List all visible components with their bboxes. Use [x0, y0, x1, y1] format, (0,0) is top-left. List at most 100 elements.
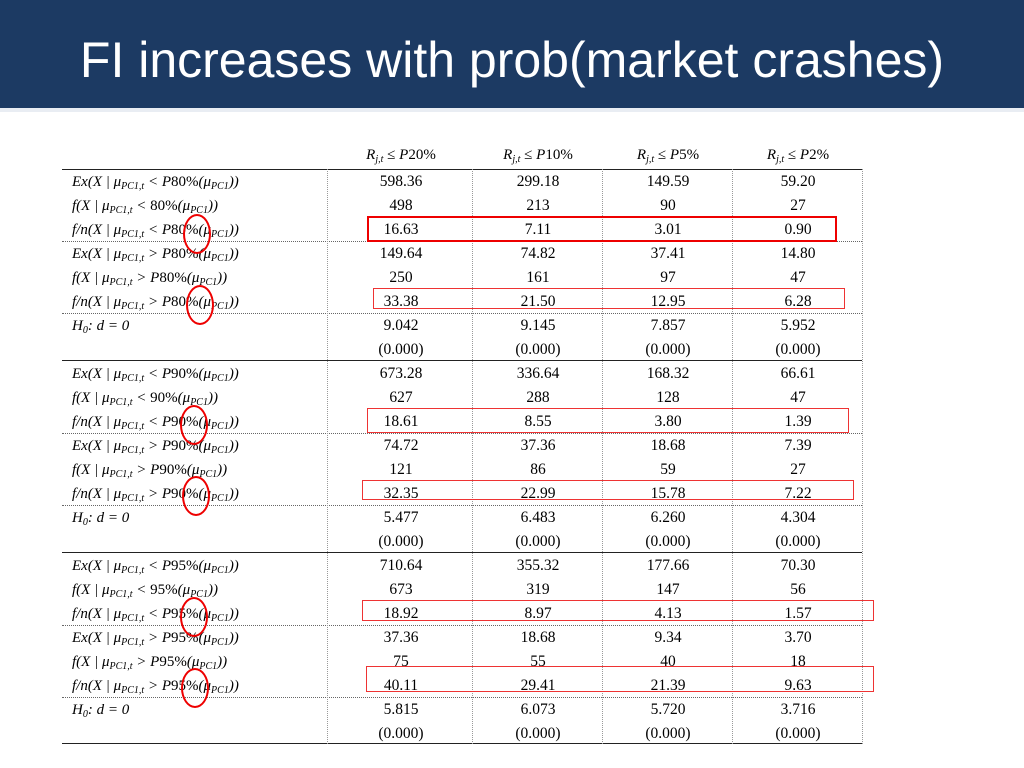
table-cell: 59: [660, 461, 676, 478]
table-rule-dotted: [62, 625, 862, 626]
table-cell: 1.57: [784, 605, 812, 622]
table-cell: (0.000): [645, 533, 691, 550]
column-header-1: Rj,t ≤ P20%: [366, 147, 436, 165]
table-cell: (0.000): [515, 533, 561, 550]
table-cell: 7.857: [650, 317, 686, 334]
highlight-circle: [181, 668, 209, 708]
row-label: Ex(X | μPC1,t < P90%(μPC1)): [72, 366, 239, 384]
slide-title: FI increases with prob(market crashes): [79, 32, 945, 88]
table-cell: 149.64: [379, 245, 423, 262]
table-cell: 4.13: [654, 605, 682, 622]
table-cell: 336.64: [516, 365, 560, 382]
table-cell: 673: [389, 581, 413, 598]
highlight-circle: [183, 214, 211, 254]
table-cell: 673.28: [379, 365, 423, 382]
column-header-3: Rj,t ≤ P5%: [636, 147, 700, 165]
table-cell: (0.000): [775, 725, 821, 742]
highlight-circle: [186, 285, 214, 325]
table-cell: (0.000): [378, 725, 424, 742]
highlight-box: [362, 600, 874, 621]
table-cell: 213: [526, 197, 550, 214]
table-cell: 3.716: [780, 701, 816, 718]
highlight-box: [366, 666, 874, 692]
column-separator: [602, 169, 603, 744]
table-row: Ex(X | μPC1,t < P80%(μPC1)) 598.36 299.18 1…: [0, 170, 1024, 194]
table-cell: (0.000): [645, 725, 691, 742]
table-rule-dotted: [62, 505, 862, 506]
table-cell: 128: [656, 389, 680, 406]
table-cell: 29.41: [520, 677, 556, 694]
table-row: f(X | μPC1,t > P90%(μPC1)) 121 86 59 27: [0, 458, 1024, 482]
table-cell: 598.36: [379, 173, 423, 190]
table-cell: 8.97: [524, 605, 552, 622]
table-row: Ex(X | μPC1,t > P95%(μPC1)) 37.36 18.68 9.3…: [0, 626, 1024, 650]
table-row: (0.000) (0.000) (0.000) (0.000): [0, 722, 1024, 746]
table-rule-dotted: [62, 433, 862, 434]
table-cell: 56: [790, 581, 806, 598]
table-cell: (0.000): [378, 341, 424, 358]
highlight-box: [362, 480, 854, 500]
table-cell: (0.000): [645, 341, 691, 358]
table-row: f(X | μPC1,t > P95%(μPC1)) 75 55 40 18: [0, 650, 1024, 674]
row-label: f/n(X | μPC1,t > P90%(μPC1)): [72, 486, 239, 504]
table-row: Ex(X | μPC1,t < P90%(μPC1)) 673.28 336.64 1…: [0, 362, 1024, 386]
table-cell: 37.36: [520, 437, 556, 454]
table-cell: 12.95: [650, 293, 686, 310]
table-cell: 4.304: [780, 509, 816, 526]
table-row: Ex(X | μPC1,t > P90%(μPC1)) 74.72 37.36 18.…: [0, 434, 1024, 458]
column-header-4: Rj,t ≤ P2%: [766, 147, 830, 165]
table-cell: 66.61: [780, 365, 816, 382]
table-cell: 14.80: [780, 245, 816, 262]
row-label: Ex(X | μPC1,t > P90%(μPC1)): [72, 438, 239, 456]
table-rule: [62, 552, 862, 553]
table-cell: (0.000): [515, 725, 561, 742]
table-cell: (0.000): [515, 341, 561, 358]
table-cell: 74.82: [520, 245, 556, 262]
table-cell: 355.32: [516, 557, 560, 574]
table-cell: 70.30: [780, 557, 816, 574]
row-label: H0: d = 0: [72, 510, 130, 528]
table-row: f/n(X | μPC1,t > P95%(μPC1)) 40.11 29.41 21…: [0, 674, 1024, 698]
table-cell: 9.145: [520, 317, 556, 334]
table-cell: 147: [656, 581, 680, 598]
table-cell: 149.59: [646, 173, 690, 190]
title-underline: [0, 108, 1024, 112]
row-label: H0: d = 0: [72, 702, 130, 720]
table-cell: 59.20: [780, 173, 816, 190]
table-cell: 18.61: [383, 413, 419, 430]
table-cell: (0.000): [378, 533, 424, 550]
table-cell: 40: [660, 653, 676, 670]
table-cell: 288: [526, 389, 550, 406]
table-cell: 7.22: [784, 485, 812, 502]
table-rule-dotted: [62, 313, 862, 314]
highlight-box: [367, 216, 837, 242]
table-cell: 47: [790, 269, 806, 286]
table-cell: 5.815: [383, 701, 419, 718]
table-cell: 74.72: [383, 437, 419, 454]
table-row: (0.000) (0.000) (0.000) (0.000): [0, 530, 1024, 554]
highlight-box: [373, 288, 845, 309]
table-rule: [62, 743, 862, 744]
table-cell: 37.41: [650, 245, 686, 262]
table-cell: 9.34: [654, 629, 682, 646]
row-label: f(X | μPC1,t > P90%(μPC1)): [72, 462, 228, 480]
table-cell: 16.63: [383, 221, 419, 238]
highlight-box: [367, 408, 849, 433]
table-cell: 177.66: [646, 557, 690, 574]
table-rule: [62, 360, 862, 361]
table-cell: 15.78: [650, 485, 686, 502]
table-row: f(X | μPC1,t > P80%(μPC1)) 250 161 97 47: [0, 266, 1024, 290]
table-cell: 5.720: [650, 701, 686, 718]
table-row: Ex(X | μPC1,t < P95%(μPC1)) 710.64 355.32 1…: [0, 554, 1024, 578]
table-cell: 18.92: [383, 605, 419, 622]
table-cell: 3.70: [784, 629, 812, 646]
table-row: f(X | μPC1,t < 90%(μPC1)) 627 288 128 47: [0, 386, 1024, 410]
row-label: f/n(X | μPC1,t < P95%(μPC1)): [72, 606, 239, 624]
table-cell: 6.073: [520, 701, 556, 718]
table-cell: 27: [790, 197, 806, 214]
table-cell: 7.11: [524, 221, 552, 238]
table-row: Ex(X | μPC1,t > P80%(μPC1)) 149.64 74.82 37…: [0, 242, 1024, 266]
table-cell: 18: [790, 653, 806, 670]
row-label: f/n(X | μPC1,t > P95%(μPC1)): [72, 678, 239, 696]
table-cell: 21.39: [650, 677, 686, 694]
